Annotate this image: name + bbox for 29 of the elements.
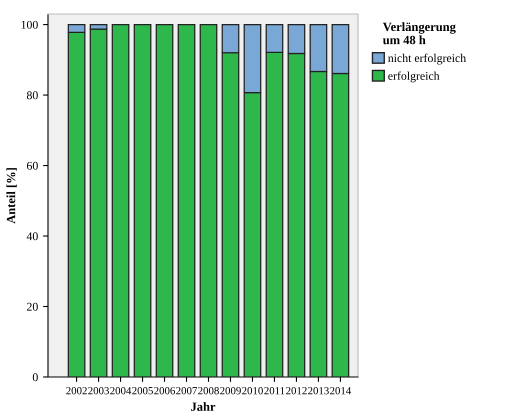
bar [156, 24, 174, 377]
y-tick-label: 0 [32, 373, 38, 382]
y-tick-label: 40 [26, 232, 38, 240]
y-axis-title: Anteil [%] [6, 168, 17, 224]
x-tick-label: 2012 [286, 387, 307, 394]
x-tick-label: 2004 [110, 387, 132, 394]
x-tick-label: 2013 [308, 387, 329, 394]
legend-label: nicht erfolgreich [388, 54, 466, 65]
legend-label: erfolgreich [388, 71, 440, 82]
x-tick-label: 2003 [88, 387, 109, 394]
x-tick-label: 2011 [264, 387, 284, 394]
y-tick-label: 80 [26, 91, 38, 100]
x-tick-label: 2009 [220, 387, 241, 394]
y-tick-label: 100 [22, 20, 38, 29]
x-tick-label: 2008 [198, 387, 219, 394]
legend-title: Verlängerung um 48 h [382, 22, 456, 44]
y-tick-label: 20 [26, 302, 38, 311]
bar [200, 24, 218, 377]
bar [178, 24, 196, 377]
bar [112, 24, 130, 377]
x-tick-label: 2010 [242, 387, 263, 394]
bar [134, 24, 152, 377]
y-tick-label: 60 [26, 162, 38, 170]
x-tick-label: 2002 [66, 387, 87, 394]
x-tick-label: 2014 [330, 387, 352, 394]
x-tick-label: 2007 [176, 387, 198, 394]
x-tick-label: 2006 [154, 387, 176, 394]
x-tick-label: 2005 [132, 387, 153, 394]
x-axis-title: Jahr [191, 402, 216, 411]
